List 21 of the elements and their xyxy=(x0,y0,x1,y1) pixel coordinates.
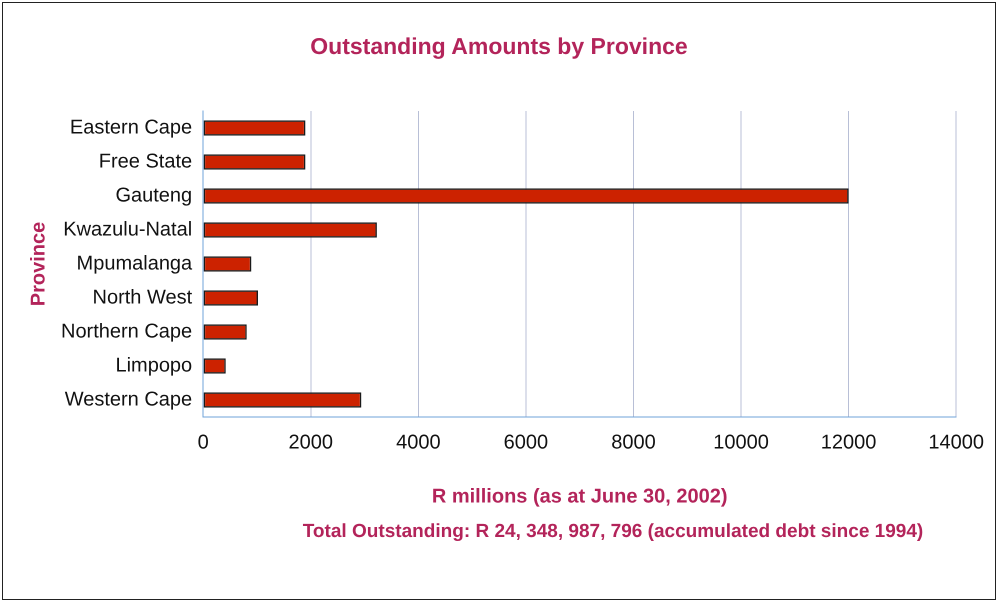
chart-title: Outstanding Amounts by Province xyxy=(309,33,689,60)
y-tick-label: Western Cape xyxy=(64,388,192,411)
y-tick-label: Eastern Cape xyxy=(70,116,192,139)
y-tick-label: Limpopo xyxy=(115,354,192,377)
x-tick-label: 14000 xyxy=(928,432,984,454)
y-tick-label: North West xyxy=(92,286,193,309)
x-tick-label: 12000 xyxy=(820,432,876,454)
y-axis-title: Province xyxy=(28,222,50,306)
y-tick-label: Gauteng xyxy=(115,184,192,207)
y-tick-label: Mpumalanga xyxy=(76,252,194,275)
y-tick-label: Kwazulu-Natal xyxy=(63,218,192,241)
x-tick-label: 2000 xyxy=(288,432,334,454)
x-tick-label: 4000 xyxy=(396,432,441,454)
text: Total Outstanding: R 24, 348, 987, 796 (accumulated debt since 1994) xyxy=(302,520,924,544)
y-tick-label: Northern Cape xyxy=(60,320,192,343)
x-tick-label: 8000 xyxy=(611,432,656,454)
x-tick-label: 10000 xyxy=(713,432,769,454)
x-tick-label: 0 xyxy=(198,432,209,454)
x-tick-label: 6000 xyxy=(504,432,548,454)
y-tick-label: Free State xyxy=(98,150,192,173)
x-axis-title: R millions (as at June 30, 2002) xyxy=(432,486,728,508)
